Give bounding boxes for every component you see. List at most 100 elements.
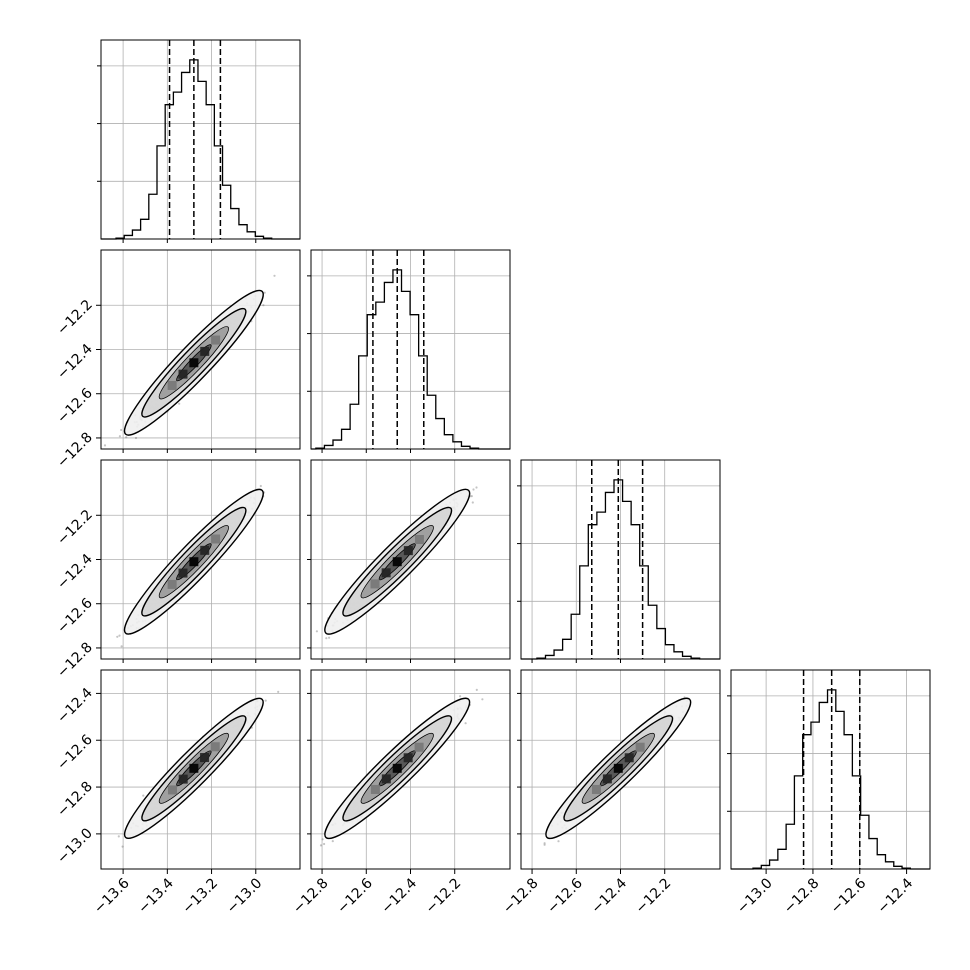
scatter-point [273, 274, 276, 277]
scatter-point [323, 842, 326, 846]
scatter-point [315, 630, 318, 633]
panel-3-1: −12.8 −12.6 −12.4 −12.2 [290, 669, 511, 917]
scatter-point [263, 291, 266, 294]
x-tick-label: −12.8 [290, 875, 332, 917]
scatter-point [121, 845, 124, 848]
density-bin [403, 753, 413, 763]
density-bin [624, 753, 634, 763]
x-tick-label: −12.6 [334, 875, 376, 917]
scatter-point [319, 844, 323, 847]
x-tick-label: −12.8 [500, 875, 542, 917]
scatter-point [134, 436, 138, 440]
scatter-point [481, 698, 484, 701]
y-tick-label: −12.4 [54, 551, 96, 593]
y-tick-label: −12.2 [54, 297, 96, 339]
scatter-point [475, 688, 478, 692]
density-bin [189, 557, 199, 567]
scatter-point [331, 840, 334, 843]
panel-2-1 [307, 459, 511, 663]
scatter-point [328, 636, 331, 639]
panel-0-0 [97, 39, 301, 243]
panel-frame [100, 669, 301, 870]
scatter-point [116, 635, 119, 638]
panel-1-0: −12.2−12.4−12.6−12.8 [54, 249, 301, 471]
scatter-point [125, 436, 128, 439]
scatter-point [117, 835, 120, 838]
density-bin [370, 784, 380, 794]
panel-3-0: −13.6 −13.4 −13.2 −13.0−12.4−12.6−12.8−13.0 [54, 669, 301, 917]
scatter-point [264, 699, 267, 702]
density-bin [167, 380, 177, 390]
density-bin [381, 568, 391, 578]
x-tick-label: −13.6 [91, 875, 133, 917]
scatter-point [464, 722, 467, 725]
scatter-point [178, 402, 181, 405]
density-bin [178, 568, 188, 578]
scatter-point [262, 304, 265, 307]
y-tick-label: −12.6 [54, 385, 96, 427]
x-tick-label: −12.4 [378, 875, 420, 917]
density-bin [178, 774, 188, 784]
y-tick-label: −12.8 [54, 429, 96, 471]
density-bin [602, 774, 612, 784]
density-bin [635, 742, 645, 752]
density-bin [370, 579, 380, 589]
x-tick-label: −12.2 [423, 875, 465, 917]
y-tick-label: −12.6 [54, 595, 96, 637]
density-bin [200, 545, 210, 555]
density-bin [200, 753, 210, 763]
panel-3-3: −13.0 −12.8 −12.6 −12.4 [727, 669, 931, 917]
density-bin [167, 579, 177, 589]
density-bin [210, 742, 220, 752]
panel-2-2 [517, 459, 721, 663]
scatter-point [120, 428, 123, 432]
x-tick-label: −13.2 [180, 875, 222, 917]
scatter-point [459, 695, 462, 698]
density-bin [189, 763, 199, 773]
scatter-point [259, 484, 262, 488]
x-tick-label: −12.6 [544, 875, 586, 917]
x-tick-label: −12.2 [633, 875, 675, 917]
x-tick-label: −13.0 [734, 875, 776, 917]
scatter-point [103, 444, 107, 447]
x-tick-label: −12.4 [588, 875, 630, 917]
panel-background [101, 40, 300, 239]
scatter-point [118, 634, 121, 637]
density-bin [381, 774, 391, 784]
density-bin [392, 557, 402, 567]
scatter-point [277, 690, 280, 694]
panels-layer: −12.2−12.4−12.6−12.8−12.2−12.4−12.6−12.8… [54, 39, 931, 917]
scatter-point [471, 501, 474, 504]
density-bin [211, 534, 221, 544]
x-tick-label: −12.4 [875, 875, 917, 917]
panel-1-1 [307, 249, 511, 453]
scatter-point [470, 495, 473, 498]
scatter-point [557, 840, 560, 843]
density-bin [178, 369, 188, 379]
y-tick-label: −13.0 [54, 825, 96, 867]
density-bin [613, 763, 623, 773]
scatter-point [543, 842, 546, 845]
scatter-point [142, 794, 145, 797]
x-tick-label: −13.0 [224, 875, 266, 917]
y-tick-label: −12.8 [54, 639, 96, 681]
density-bin [403, 546, 413, 556]
y-tick-label: −12.8 [54, 779, 96, 821]
density-bin [211, 335, 221, 345]
density-bin [414, 535, 424, 545]
density-bin [414, 742, 424, 752]
density-bin [200, 346, 210, 356]
scatter-point [120, 645, 123, 648]
panel-frame [100, 39, 301, 240]
panel-3-2: −12.8 −12.6 −12.4 −12.2 [500, 669, 721, 917]
panel-2-0: −12.2−12.4−12.6−12.8 [54, 459, 301, 681]
scatter-point [475, 486, 478, 489]
y-tick-label: −12.4 [54, 341, 96, 383]
x-tick-label: −12.8 [781, 875, 823, 917]
scatter-point [118, 435, 121, 438]
density-bin [392, 763, 402, 773]
y-tick-label: −12.4 [54, 685, 96, 727]
x-tick-label: −12.6 [828, 875, 870, 917]
density-bin [168, 785, 178, 795]
